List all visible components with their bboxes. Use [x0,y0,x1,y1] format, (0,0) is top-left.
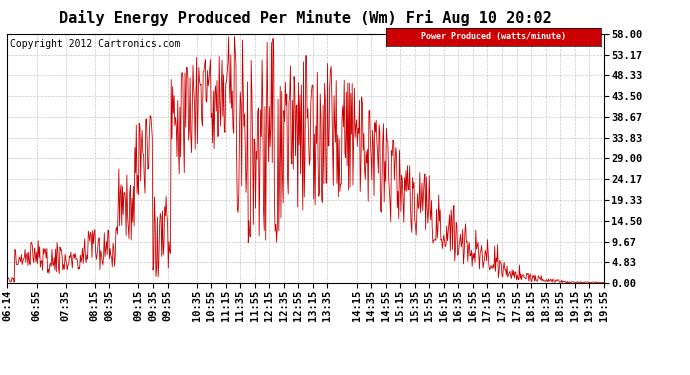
Text: Copyright 2012 Cartronics.com: Copyright 2012 Cartronics.com [10,39,180,49]
Title: Daily Energy Produced Per Minute (Wm) Fri Aug 10 20:02: Daily Energy Produced Per Minute (Wm) Fr… [59,10,552,26]
